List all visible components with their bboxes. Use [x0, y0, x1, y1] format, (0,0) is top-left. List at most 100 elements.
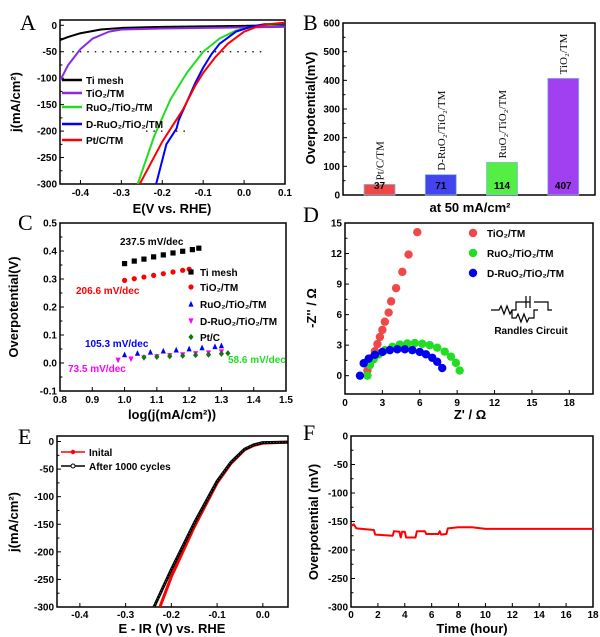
- data-point: [438, 363, 447, 373]
- data-point: [160, 347, 166, 354]
- bar-category-label: RuO₂/TiO₂/TM: [497, 90, 509, 159]
- x-tick-label: 0.1: [278, 188, 292, 199]
- data-point: [180, 267, 186, 273]
- x-tick-label: 1.2: [182, 395, 196, 406]
- x-tick-label: 0.0: [256, 610, 270, 621]
- data-point: [386, 297, 396, 306]
- x-tick-label: 0.0: [237, 188, 251, 199]
- x-tick-label: -0.2: [154, 188, 172, 199]
- data-point: [393, 345, 402, 354]
- y-tick-label: 0: [334, 191, 340, 202]
- panel-letter: D: [303, 202, 319, 227]
- data-point: [400, 345, 410, 354]
- data-point: [121, 277, 128, 283]
- plot-frame: [350, 435, 594, 608]
- plot-area: [351, 523, 593, 539]
- legend-label: RuO₂/TiO₂/TM: [487, 249, 553, 260]
- x-tick-label: 4: [402, 610, 408, 621]
- x-tick-label: 18: [564, 398, 576, 409]
- x-tick-label: 12: [507, 610, 519, 621]
- legend-marker: [468, 248, 478, 258]
- legend-marker: [188, 300, 194, 307]
- data-point: [173, 346, 179, 353]
- y-tick-label: 0: [51, 21, 57, 32]
- panel-letter: A: [20, 10, 36, 35]
- panel-letter: B: [303, 10, 318, 35]
- data-point: [404, 250, 413, 259]
- panel-b: B 0 100 200 300 400 500 600 at 50 mA/cm² Overpote…: [303, 10, 596, 215]
- bar-value-label: 37: [374, 181, 386, 192]
- data-point: [151, 272, 157, 278]
- x-axis-title: Time (hour): [436, 621, 507, 636]
- data-point: [147, 348, 153, 355]
- data-point: [378, 325, 387, 335]
- x-tick-label: 0: [348, 610, 354, 621]
- y-tick-label: -50: [43, 47, 58, 58]
- x-tick-label: -0.1: [208, 610, 226, 621]
- legend-marker: [70, 449, 76, 455]
- series-line: [136, 23, 285, 184]
- panel-letter: E: [18, 424, 31, 449]
- x-tick-label: 10: [480, 610, 492, 621]
- data-point: [391, 283, 401, 293]
- y-tick-label: -150: [328, 517, 348, 528]
- y-tick-label: -100: [34, 492, 54, 503]
- data-point: [455, 366, 464, 375]
- y-tick-label: 3: [336, 341, 342, 352]
- x-axis-title: at 50 mA/cm²: [430, 200, 512, 215]
- plot-frame: [59, 19, 286, 185]
- series-line-detail: [153, 441, 288, 607]
- data-point: [218, 342, 225, 349]
- y-tick-label: 0.3: [43, 275, 57, 286]
- data-point: [451, 358, 461, 368]
- y-tick-label: -150: [37, 100, 57, 111]
- legend-label: TiO₂/TM: [200, 283, 238, 294]
- series-line: [152, 440, 288, 607]
- y-tick-label: -50: [334, 460, 349, 471]
- plot-area: [355, 227, 464, 380]
- y-tick-label: 200: [323, 133, 340, 144]
- plot-area: [152, 440, 288, 607]
- y-axis-title: j(mA/cm²): [8, 72, 23, 133]
- y-tick-label: -200: [37, 127, 57, 138]
- y-tick-label: 300: [323, 105, 340, 116]
- data-point: [440, 347, 449, 356]
- data-point: [398, 267, 407, 277]
- data-point: [199, 344, 205, 351]
- data-point: [196, 245, 202, 251]
- data-point: [141, 354, 147, 361]
- data-point: [131, 276, 137, 282]
- y-tick-label: -250: [34, 575, 54, 586]
- data-point: [154, 353, 160, 360]
- data-point: [141, 274, 147, 280]
- y-axis-title: Overpotential (mV): [306, 464, 321, 580]
- legend-label: D-RuO₂/TiO₂/TM: [487, 269, 564, 280]
- series-line: [60, 25, 285, 82]
- data-point: [170, 250, 176, 256]
- legend-marker: [468, 228, 478, 238]
- data-point: [384, 308, 393, 317]
- data-point: [425, 340, 434, 350]
- data-point: [418, 339, 427, 348]
- x-tick-label: 1.3: [214, 395, 228, 406]
- y-tick-label: 0: [342, 432, 348, 443]
- randles-circuit-icon: [491, 296, 552, 324]
- legend-label: Pt/C/TM: [86, 136, 123, 147]
- y-axis-title: j(mA/cm²): [6, 492, 21, 553]
- data-point: [205, 351, 212, 358]
- y-tick-label: 0.5: [43, 219, 57, 230]
- bar: [547, 77, 580, 196]
- y-tick-label: 9: [336, 280, 342, 291]
- y-tick-label: -250: [328, 574, 348, 585]
- data-point: [170, 269, 176, 275]
- panel-letter: F: [303, 420, 315, 445]
- legend-label: D-RuO₂/TiO₂/TM: [200, 317, 277, 328]
- data-point: [193, 352, 199, 359]
- data-point: [131, 258, 137, 264]
- data-point: [373, 339, 382, 349]
- panel-letter: C: [18, 210, 33, 235]
- data-point: [433, 357, 442, 367]
- x-tick-label: 8: [456, 610, 462, 621]
- series-line: [351, 523, 593, 539]
